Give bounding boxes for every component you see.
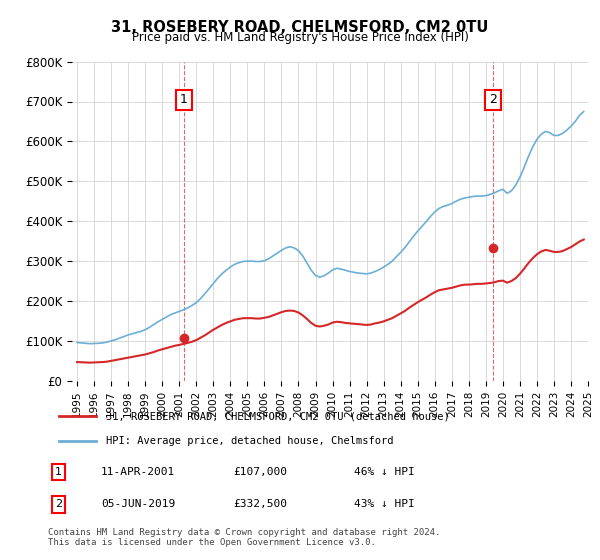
- Text: £332,500: £332,500: [233, 500, 287, 509]
- Text: Price paid vs. HM Land Registry's House Price Index (HPI): Price paid vs. HM Land Registry's House …: [131, 31, 469, 44]
- Text: 1: 1: [55, 467, 62, 477]
- Text: 31, ROSEBERY ROAD, CHELMSFORD, CM2 0TU: 31, ROSEBERY ROAD, CHELMSFORD, CM2 0TU: [112, 20, 488, 35]
- Text: 2: 2: [489, 94, 497, 106]
- Text: 31, ROSEBERY ROAD, CHELMSFORD, CM2 0TU (detached house): 31, ROSEBERY ROAD, CHELMSFORD, CM2 0TU (…: [106, 411, 450, 421]
- Text: 05-JUN-2019: 05-JUN-2019: [101, 500, 175, 509]
- Text: 46% ↓ HPI: 46% ↓ HPI: [354, 467, 415, 477]
- Text: 11-APR-2001: 11-APR-2001: [101, 467, 175, 477]
- Text: 1: 1: [180, 94, 188, 106]
- Text: Contains HM Land Registry data © Crown copyright and database right 2024.
This d: Contains HM Land Registry data © Crown c…: [48, 528, 440, 547]
- Text: 43% ↓ HPI: 43% ↓ HPI: [354, 500, 415, 509]
- Text: 2: 2: [55, 500, 62, 509]
- Text: £107,000: £107,000: [233, 467, 287, 477]
- Text: HPI: Average price, detached house, Chelmsford: HPI: Average price, detached house, Chel…: [106, 436, 394, 446]
